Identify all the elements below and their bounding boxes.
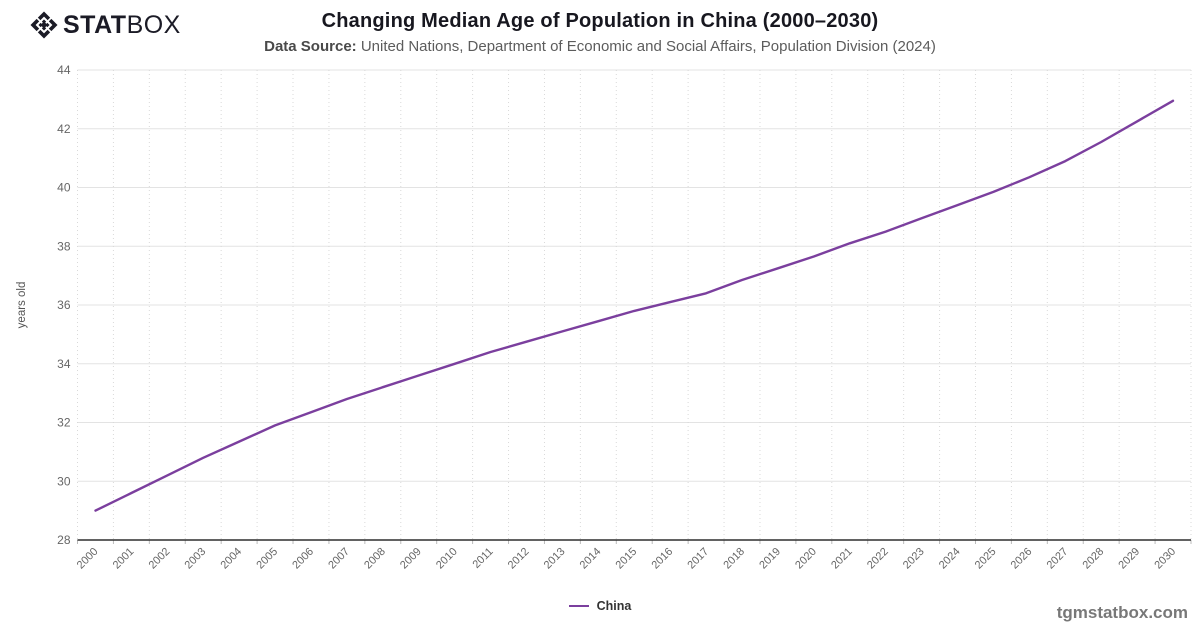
x-axis-tick-label: 2007 (326, 546, 352, 572)
chart-title: Changing Median Age of Population in Chi… (321, 10, 879, 32)
legend-swatch-china (568, 605, 589, 607)
logo-wordmark: STATBOX (63, 10, 181, 39)
x-axis-tick-label: 2023 (901, 546, 927, 572)
data-source-text: United Nations, Department of Economic a… (356, 38, 936, 55)
x-axis-tick-label: 2011 (470, 546, 495, 571)
x-axis-tick-label: 2017 (685, 546, 711, 572)
x-axis-tick-label: 2001 (111, 546, 137, 572)
y-axis-tick-label: 40 (57, 181, 71, 195)
x-axis-tick-label: 2028 (1081, 546, 1107, 572)
x-axis-tick-label: 2025 (973, 546, 999, 572)
x-axis-tick-label: 2004 (218, 546, 244, 572)
chart-header: Changing Median Age of Population in Chi… (0, 0, 1200, 55)
site-watermark: tgmstatbox.com (1056, 603, 1188, 622)
x-axis-tick-label: 2015 (614, 546, 640, 572)
x-axis-tick-label: 2000 (75, 546, 101, 572)
logo-text-stat: STAT (63, 10, 127, 39)
statbox-diamond-icon (30, 11, 58, 39)
x-axis-tick-label: 2012 (506, 546, 532, 572)
y-axis-tick-label: 44 (57, 63, 71, 77)
x-axis-tick-label: 2021 (829, 546, 855, 572)
series-line-china (94, 99, 1175, 512)
x-axis-tick-label: 2013 (542, 546, 568, 572)
y-axis-tick-label: 34 (57, 357, 71, 371)
x-axis-tick-label: 2014 (578, 546, 604, 572)
y-axis-tick-label: 38 (57, 239, 71, 253)
statbox-logo: STATBOX (30, 11, 181, 39)
legend-label-china: China (596, 599, 632, 613)
y-axis-tick-label: 42 (57, 122, 71, 136)
y-axis-tick-label: 30 (57, 474, 71, 488)
x-axis-tick-label: 2009 (398, 546, 424, 572)
chart-legend: China (0, 599, 1200, 613)
x-axis-tick-label: 2018 (721, 546, 747, 572)
logo-text-box: BOX (126, 10, 181, 39)
x-axis-tick-label: 2002 (147, 546, 173, 572)
x-axis-tick-label: 2020 (793, 546, 819, 572)
x-axis-tick-label: 2008 (362, 546, 388, 572)
x-axis-tick-label: 2026 (1009, 546, 1035, 572)
x-axis-tick-label: 2030 (1152, 546, 1178, 572)
x-axis-tick-label: 2029 (1116, 546, 1142, 572)
x-axis-tick-label: 2010 (434, 546, 460, 572)
x-axis-tick-label: 2006 (290, 546, 316, 572)
y-axis-tick-label: 32 (57, 416, 71, 430)
x-axis-tick-label: 2019 (757, 546, 783, 572)
x-axis-tick-label: 2024 (937, 546, 963, 572)
data-source-label: Data Source: (264, 38, 357, 55)
x-axis-tick-label: 2003 (183, 546, 209, 572)
x-axis-tick-label: 2005 (254, 546, 280, 572)
y-axis-tick-label: 36 (57, 298, 71, 312)
x-axis-tick-label: 2016 (649, 546, 675, 572)
x-axis-tick-label: 2022 (865, 546, 891, 572)
chart-subtitle: Data Source: United Nations, Department … (0, 38, 1200, 55)
y-axis-tick-label: 28 (57, 533, 71, 547)
y-axis-title: years old (16, 282, 28, 329)
x-axis-tick-label: 2027 (1045, 546, 1071, 572)
